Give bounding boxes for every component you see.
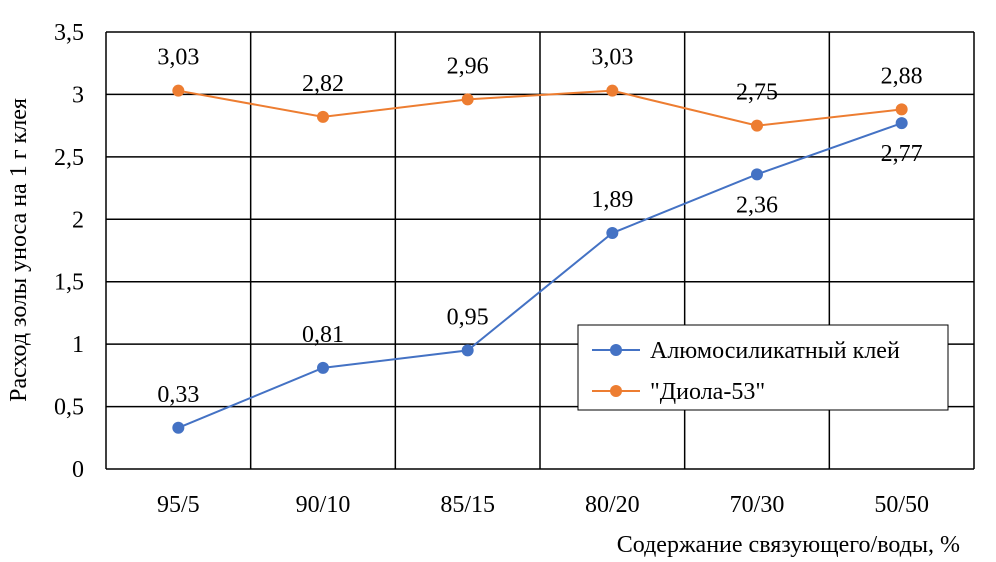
y-tick-label: 1 bbox=[72, 332, 84, 358]
data-label: 2,96 bbox=[447, 53, 489, 79]
data-point bbox=[317, 110, 329, 123]
data-label: 0,95 bbox=[447, 304, 489, 330]
y-tick-label: 2 bbox=[72, 207, 84, 233]
series-line-1 bbox=[178, 89, 902, 127]
series-line-0 bbox=[177, 122, 903, 429]
data-point bbox=[606, 227, 619, 240]
x-tick-label: 95/5 bbox=[157, 492, 200, 518]
x-axis-title: Содержание связующего/воды, % bbox=[617, 532, 960, 558]
y-tick-label: 2,5 bbox=[54, 145, 84, 171]
y-axis-title: Расход золы уноса на 1 г клея bbox=[6, 98, 32, 402]
data-label: 3,03 bbox=[591, 45, 633, 71]
x-tick-label: 90/10 bbox=[296, 492, 351, 518]
x-tick-label: 70/30 bbox=[730, 492, 785, 518]
legend-label-alumo: Алюмосиликатный клей bbox=[650, 338, 900, 364]
y-tick-label: 1,5 bbox=[54, 270, 84, 296]
data-label: 2,88 bbox=[881, 63, 923, 89]
y-tick-label: 3 bbox=[72, 82, 84, 108]
data-point bbox=[751, 119, 763, 132]
data-point bbox=[895, 103, 908, 116]
legend: Алюмосиликатный клей "Диола-53" bbox=[577, 324, 949, 411]
x-tick-label: 85/15 bbox=[440, 492, 495, 518]
data-point bbox=[461, 93, 474, 106]
data-label: 2,77 bbox=[881, 141, 923, 167]
y-tick-label: 0 bbox=[72, 457, 84, 483]
data-label: 2,75 bbox=[736, 80, 778, 106]
data-point bbox=[317, 361, 329, 374]
y-axis-ticks: 0 0,5 1 1,5 2 2,5 3 3,5 bbox=[54, 20, 84, 483]
data-point bbox=[172, 421, 185, 434]
legend-box bbox=[577, 324, 949, 411]
data-point bbox=[895, 117, 908, 130]
x-tick-label: 80/20 bbox=[585, 492, 640, 518]
x-tick-label: 50/50 bbox=[874, 492, 929, 518]
y-tick-label: 0,5 bbox=[54, 395, 84, 421]
data-label: 2,36 bbox=[736, 192, 778, 218]
data-label: 3,03 bbox=[157, 45, 199, 71]
data-point bbox=[606, 84, 619, 97]
data-label: 0,81 bbox=[302, 322, 344, 348]
data-label: 2,82 bbox=[302, 71, 344, 97]
legend-label-diola: "Диола-53" bbox=[650, 379, 765, 405]
legend-marker-alumo bbox=[610, 344, 622, 356]
data-point bbox=[461, 344, 474, 357]
data-point bbox=[172, 84, 185, 97]
y-tick-label: 3,5 bbox=[54, 20, 84, 46]
data-point bbox=[751, 168, 763, 181]
data-labels: 0,33 0,81 0,95 1,89 2,36 2,77 3,03 2,82 2,96 3,03… bbox=[157, 45, 922, 408]
data-label: 1,89 bbox=[591, 187, 633, 213]
data-label: 0,33 bbox=[157, 382, 199, 408]
legend-marker-diola bbox=[610, 385, 622, 397]
series-group bbox=[172, 84, 908, 434]
x-axis-ticks: 95/5 90/10 85/15 80/20 70/30 50/50 bbox=[157, 492, 929, 518]
